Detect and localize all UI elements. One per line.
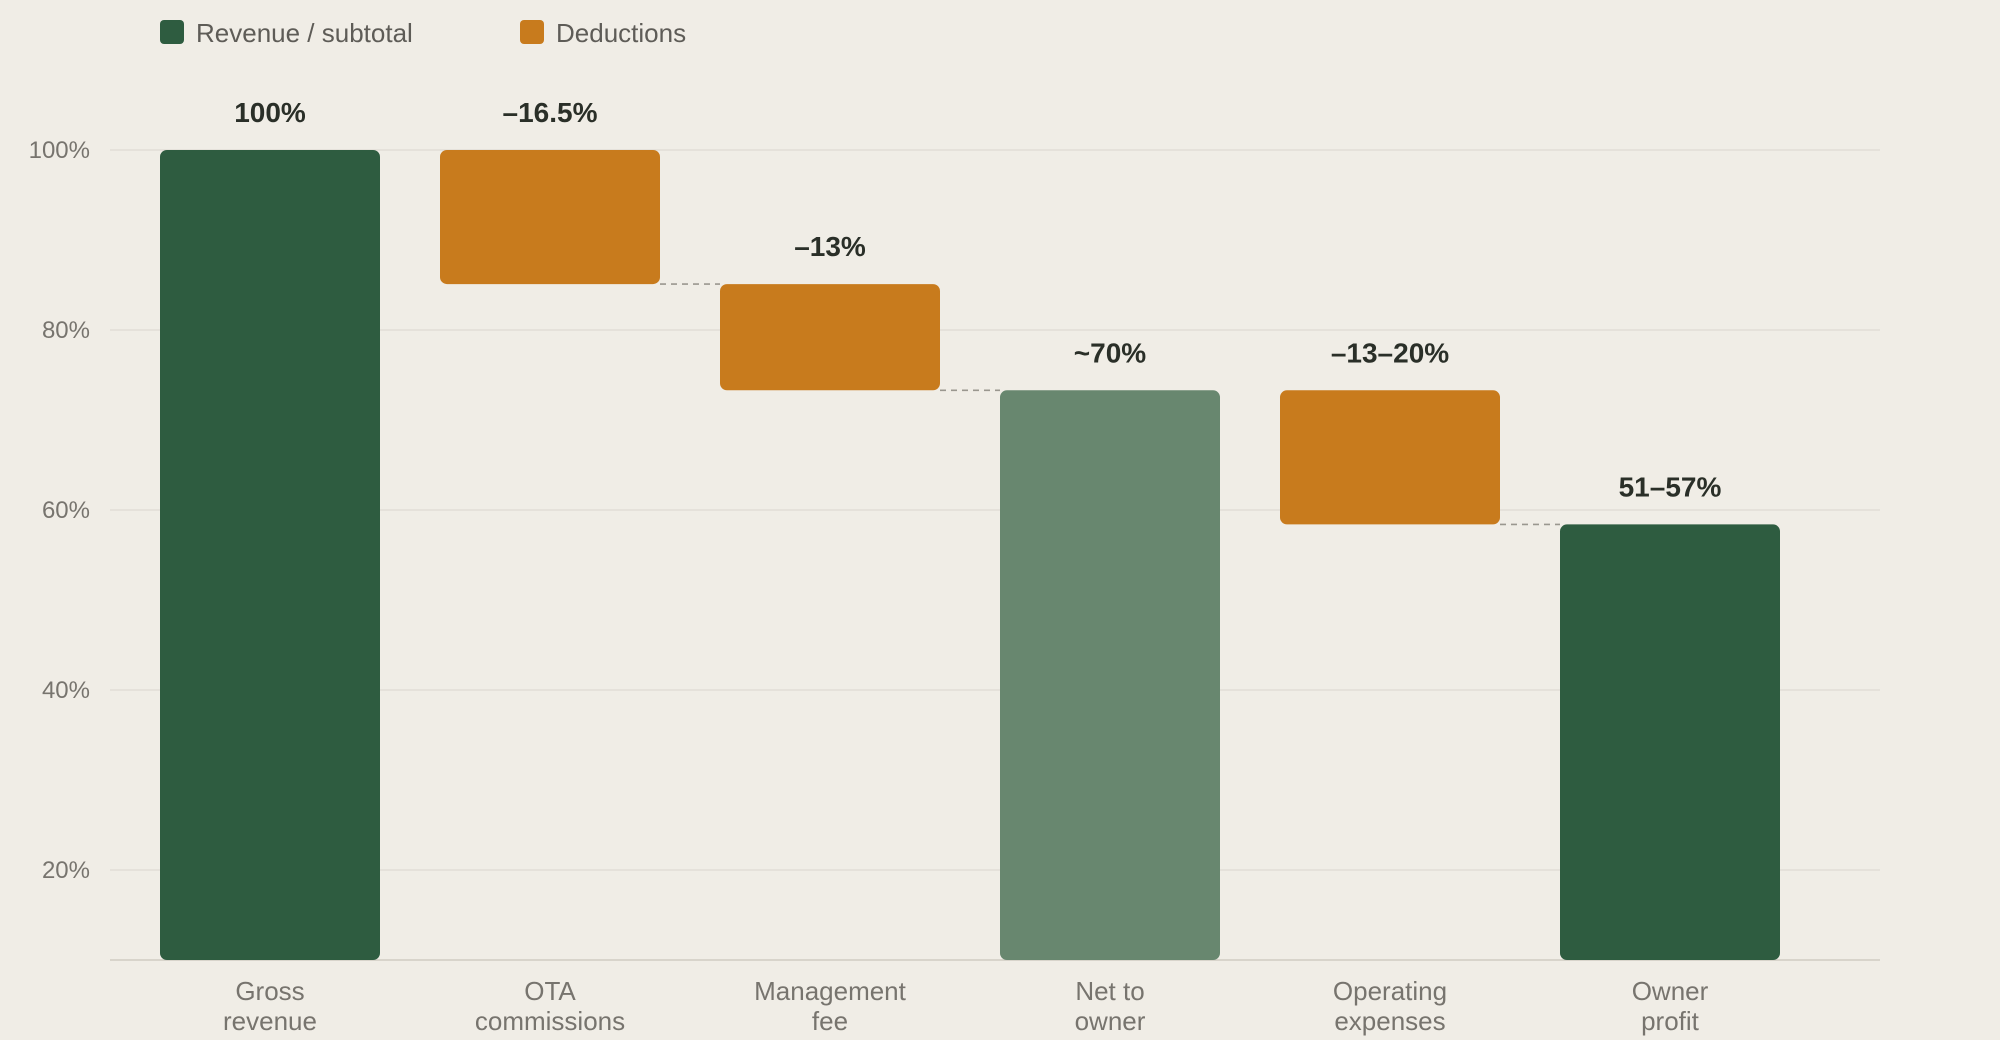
value-label-gross-revenue: 100% <box>234 97 306 128</box>
y-tick-label-80: 80% <box>42 317 90 344</box>
value-label-owner-profit: 51–57% <box>1619 471 1722 502</box>
bar-net-to-owner <box>1000 390 1220 960</box>
legend-swatch-deductions <box>520 20 544 44</box>
bar-gross-revenue <box>160 150 380 960</box>
category-label-management-fee: Management fee <box>754 976 907 1036</box>
y-tick-label-60: 60% <box>42 497 90 524</box>
legend-swatch-revenue-subtotal <box>160 20 184 44</box>
y-tick-label-20: 20% <box>42 857 90 884</box>
y-axis: 20% 40% 60% 80% 100% <box>29 137 90 884</box>
x-axis: Gross revenue OTA commissions Management fee N… <box>223 976 1709 1036</box>
y-tick-label-100: 100% <box>29 137 90 164</box>
value-labels: 100% –16.5% –13% ~70% –13–20% 51–57% <box>234 97 1721 502</box>
bar-management-fee <box>720 284 940 391</box>
bar-operating-expenses <box>1280 390 1500 525</box>
bar-ota-commissions <box>440 150 660 285</box>
category-label-ota-commissions: OTA commissions <box>475 976 625 1036</box>
category-label-net-to-owner: Net to owner <box>1075 976 1146 1036</box>
category-label-gross-revenue: Gross revenue <box>223 976 317 1036</box>
bars <box>160 150 1780 960</box>
value-label-management-fee: –13% <box>794 231 866 262</box>
legend: Revenue / subtotal Deductions <box>160 18 686 48</box>
value-label-ota-commissions: –16.5% <box>503 97 598 128</box>
bar-owner-profit <box>1560 524 1780 960</box>
category-label-operating-expenses: Operating expenses <box>1333 976 1447 1036</box>
y-tick-label-40: 40% <box>42 677 90 704</box>
legend-label-deductions: Deductions <box>556 18 686 48</box>
connectors <box>660 283 1560 526</box>
value-label-operating-expenses: –13–20% <box>1331 337 1449 368</box>
value-label-net-to-owner: ~70% <box>1074 337 1146 368</box>
legend-label-revenue-subtotal: Revenue / subtotal <box>196 18 413 48</box>
category-label-owner-profit: Owner profit <box>1632 976 1709 1036</box>
